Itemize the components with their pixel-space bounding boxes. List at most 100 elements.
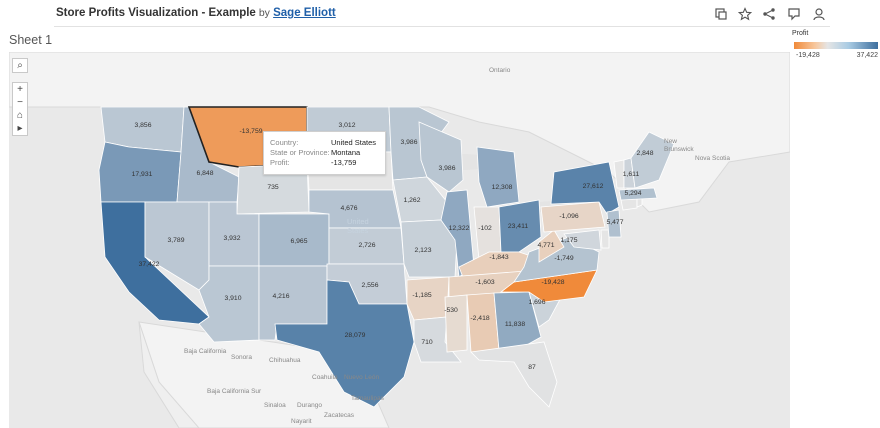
label-nuevo-leon: Nuevo León — [344, 374, 380, 381]
state-massachusetts[interactable] — [618, 187, 658, 201]
state-tooltip: Country: United States State or Province:… — [263, 131, 386, 175]
state-label-north-dakota: 3,012 — [338, 122, 355, 129]
state-michigan[interactable] — [476, 146, 520, 208]
label-sonora: Sonora — [231, 354, 252, 361]
search-icon[interactable]: ⌕ — [17, 60, 23, 71]
state-new-jersey[interactable] — [606, 209, 622, 238]
label-united-states: United States — [347, 217, 369, 235]
tooltip-state-value: Montana — [331, 148, 361, 157]
state-label-iowa: 1,262 — [403, 197, 420, 204]
state-label-oklahoma: 2,556 — [361, 282, 378, 289]
expand-icon[interactable]: ▸ — [17, 123, 23, 134]
label-baja-california-sur: Baja California Sur — [207, 388, 262, 395]
state-west-virginia[interactable] — [538, 229, 565, 263]
map-search-control[interactable]: ⌕ — [12, 58, 28, 73]
label-new-brunswick: New Brunswick — [664, 138, 694, 153]
state-label-michigan: 12,308 — [492, 184, 513, 191]
place-labels: Ontario New Brunswick Nova Scotia Baja C… — [9, 52, 790, 428]
label-sinaloa: Sinaloa — [264, 402, 286, 409]
state-label-idaho: 6,848 — [196, 170, 213, 177]
share-icon[interactable] — [762, 7, 776, 21]
state-label-south-carolina: 1,696 — [528, 299, 545, 306]
state-label-ohio: 23,411 — [508, 223, 529, 230]
home-icon[interactable]: ⌂ — [16, 110, 24, 121]
state-label-minnesota: 3,986 — [400, 139, 417, 146]
state-label-missouri: 2,123 — [414, 247, 431, 254]
state-label-washington: 3,856 — [134, 122, 151, 129]
state-label-new-jersey: 5,477 — [606, 219, 623, 226]
comment-icon[interactable] — [787, 7, 801, 21]
state-label-california: 37,422 — [139, 261, 160, 268]
zoom-in-button[interactable]: + — [17, 84, 23, 95]
state-label-georgia: 11,838 — [505, 321, 526, 328]
state-florida[interactable] — [470, 341, 558, 408]
author-link[interactable]: Sage Elliott — [273, 7, 336, 19]
label-baja-california: Baja California — [184, 348, 227, 355]
map-zoom-controls: + − ⌂ ▸ — [12, 82, 28, 136]
tooltip-profit-value: -13,759 — [331, 158, 357, 167]
label-coahuila: Coahuila — [312, 374, 338, 381]
tooltip-country-label: Country: — [270, 138, 299, 147]
top-bar: Store Profits Visualization - Example by … — [0, 0, 880, 28]
state-label-mississippi: -530 — [444, 307, 458, 314]
state-label-west-virginia: -1,749 — [554, 255, 573, 262]
state-ohio[interactable] — [498, 199, 542, 253]
zoom-out-button[interactable]: − — [17, 97, 23, 108]
state-maryland[interactable] — [563, 229, 602, 251]
state-label-indiana: -102 — [478, 225, 492, 232]
subscribe-icon[interactable] — [812, 7, 826, 21]
state-label-tennessee: -1,603 — [475, 279, 494, 286]
label-nova-scotia: Nova Scotia — [695, 155, 731, 162]
label-zacatecas: Zacatecas — [324, 412, 354, 419]
state-label-new-york: 27,612 — [583, 183, 604, 190]
state-label-kentucky: -1,843 — [489, 254, 508, 261]
state-pennsylvania[interactable] — [540, 201, 606, 233]
duplicate-icon[interactable] — [714, 7, 728, 21]
profit-legend: Profit -19,428 37,422 — [792, 30, 880, 59]
state-label-illinois: 12,322 — [449, 225, 470, 232]
state-label-louisiana: 710 — [421, 339, 433, 346]
label-durango: Durango — [297, 402, 322, 409]
label-ontario: Ontario — [489, 67, 511, 74]
legend-title: Profit — [792, 30, 809, 37]
state-delaware[interactable] — [600, 229, 610, 249]
title-text: Store Profits Visualization - Example — [56, 7, 256, 19]
state-label-nebraska: 4,676 — [340, 205, 357, 212]
tooltip-country-value: United States — [331, 138, 377, 147]
state-texas[interactable] — [274, 279, 415, 408]
sheet-title: Sheet 1 — [9, 33, 53, 47]
state-label-new-mexico: 4,216 — [272, 293, 289, 300]
state-label-maine: 2,848 — [636, 150, 653, 157]
legend-max: 37,422 — [856, 52, 878, 59]
state-label-massachusetts: 5,294 — [624, 190, 641, 197]
state-label-arizona: 3,910 — [224, 295, 241, 302]
label-nayarit: Nayarit — [291, 418, 312, 425]
state-label-montana: -13,759 — [239, 128, 262, 135]
state-label-oregon: 17,931 — [132, 171, 153, 178]
state-label-new-hampshire: 1,611 — [623, 171, 640, 178]
label-chihuahua: Chihuahua — [269, 357, 301, 364]
tooltip-profit-label: Profit: — [270, 158, 290, 167]
state-label-wisconsin: 3,986 — [438, 165, 455, 172]
legend-min: -19,428 — [796, 52, 820, 59]
state-label-kansas: 2,726 — [358, 242, 375, 249]
state-maine[interactable] — [630, 131, 675, 189]
by-text: by — [258, 7, 270, 19]
state-label-utah: 3,932 — [223, 235, 240, 242]
header-divider — [54, 26, 830, 27]
state-label-pennsylvania: -1,096 — [559, 213, 578, 220]
state-label-florida: 87 — [528, 364, 536, 371]
state-label-north-carolina: -19,428 — [541, 279, 564, 286]
map-view[interactable]: 3,856 17,931 37,422 6,848 3,789 -13,759 735 3,9… — [9, 52, 790, 428]
state-label-nevada: 3,789 — [167, 237, 184, 244]
state-mississippi[interactable] — [444, 294, 468, 353]
state-label-colorado: 6,965 — [290, 238, 307, 245]
legend-color-ramp — [794, 42, 878, 49]
state-label-maryland: 1,175 — [560, 237, 577, 244]
label-tamaulipas: Tamaulipas — [351, 395, 384, 402]
state-label-virginia: 4,771 — [537, 242, 554, 249]
workbook-title: Store Profits Visualization - Example by … — [56, 7, 336, 19]
star-icon[interactable] — [737, 7, 753, 21]
state-label-texas: 28,079 — [345, 332, 366, 339]
states-layer: 3,856 17,931 37,422 6,848 3,789 -13,759 735 3,9… — [98, 106, 675, 408]
